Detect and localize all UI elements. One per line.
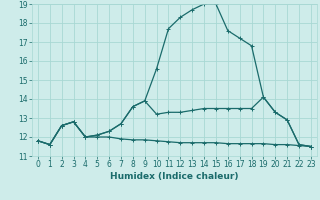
X-axis label: Humidex (Indice chaleur): Humidex (Indice chaleur) (110, 172, 239, 181)
